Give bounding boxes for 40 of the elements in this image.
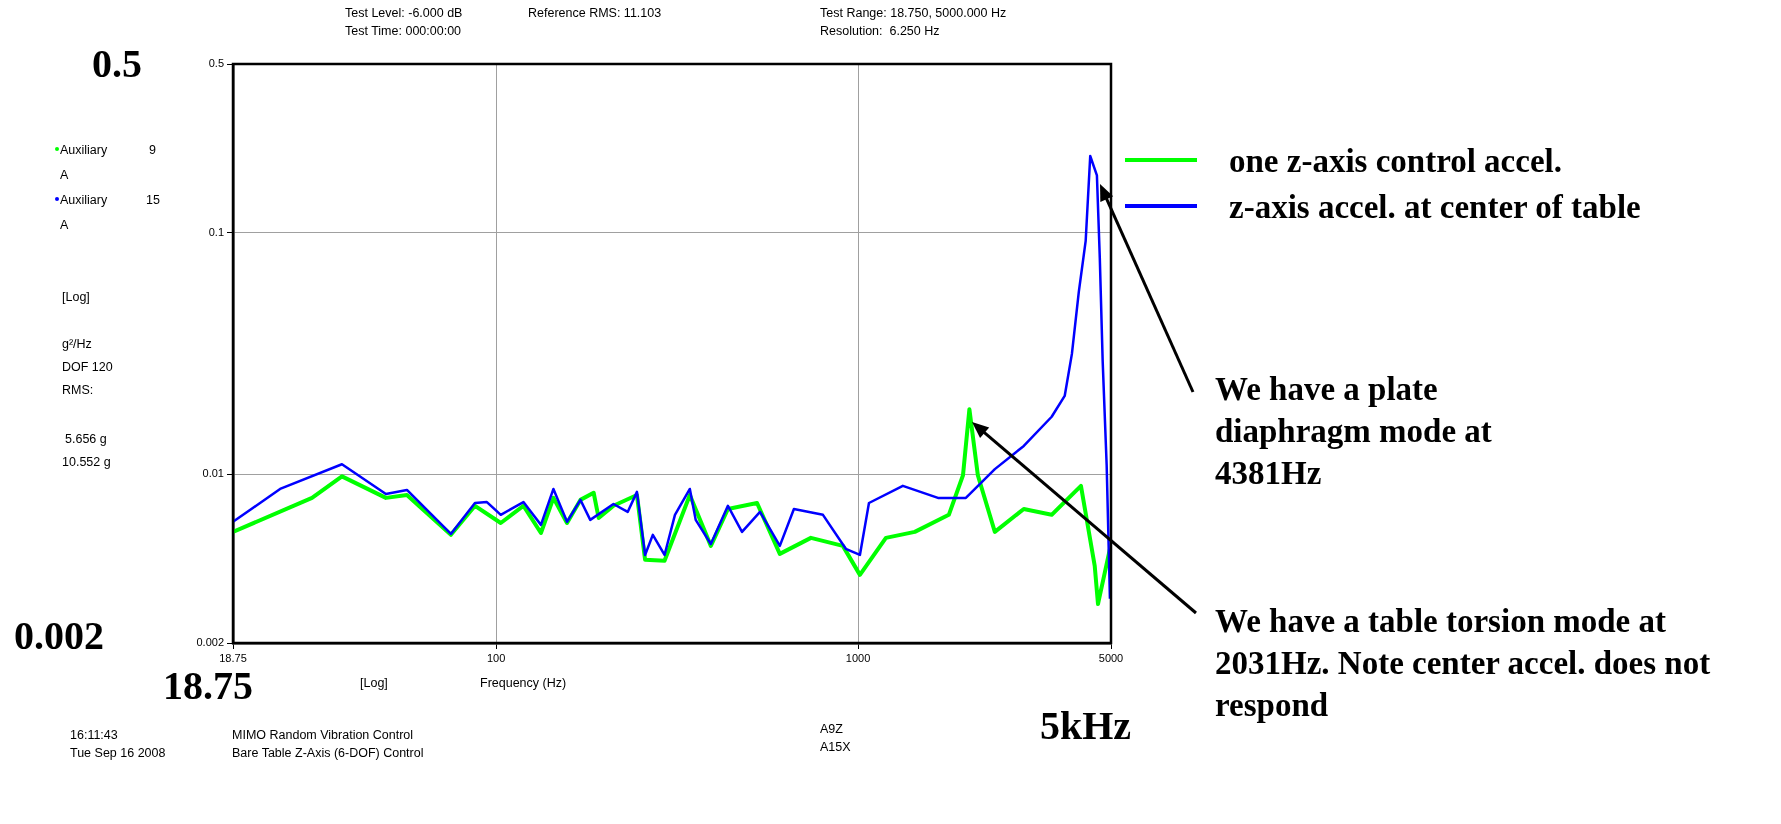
x-tick-label: 5000 (1098, 651, 1124, 664)
text: 5kHz (1040, 702, 1132, 749)
y-tick-label: 0.5 (208, 57, 224, 70)
text: RMS: (62, 383, 94, 397)
text: A (60, 218, 69, 232)
x-tick-label: 100 (486, 651, 506, 664)
y-tick-label: 0.1 (208, 225, 224, 238)
text: Bare Table Z-Axis (6-DOF) Control (232, 746, 424, 760)
legend-label: z-axis accel. at center of table (1229, 188, 1642, 227)
text: Tue Sep 16 2008 (70, 746, 166, 760)
text: g²/Hz (62, 337, 92, 351)
text: [Log] (360, 676, 388, 690)
text: [Log] (62, 290, 90, 304)
text: Test Range: 18.750, 5000.000 Hz (820, 6, 1007, 20)
text: A15X (820, 740, 851, 754)
text: Test Level: -6.000 dB (345, 6, 463, 20)
text: MIMO Random Vibration Control (232, 728, 414, 742)
text: A9Z (820, 722, 843, 736)
text: Auxiliary (60, 193, 108, 207)
y-tick-label: 0.002 (196, 636, 224, 649)
text: Reference RMS: 11.103 (528, 6, 662, 20)
text: 15 (146, 193, 160, 207)
text: We have a plate diaphragm mode at 4381Hz (1215, 370, 1493, 493)
text: 0.002 (14, 612, 104, 659)
text: Test Time: 000:00:00 (345, 24, 462, 38)
text: We have a table torsion mode at 2031Hz. Note center accel. does not respond (1215, 602, 1712, 725)
x-tick-label: 18.75 (219, 651, 247, 664)
text: Resolution: 6.250 Hz (820, 24, 940, 38)
text: 0.5 (92, 40, 142, 87)
legend-label: one z-axis control accel. (1229, 142, 1563, 181)
text: 10.552 g (62, 455, 111, 469)
text: Auxiliary (60, 143, 108, 157)
text: DOF 120 (62, 360, 113, 374)
text: 16:11:43 (70, 728, 118, 742)
text: 5.656 g (65, 432, 107, 446)
x-tick-label: 1000 (845, 651, 871, 664)
text: 9 (149, 143, 156, 157)
y-tick-label: 0.01 (202, 467, 224, 480)
text: A (60, 168, 69, 182)
x-axis-title: Frequency (Hz) (480, 676, 567, 690)
